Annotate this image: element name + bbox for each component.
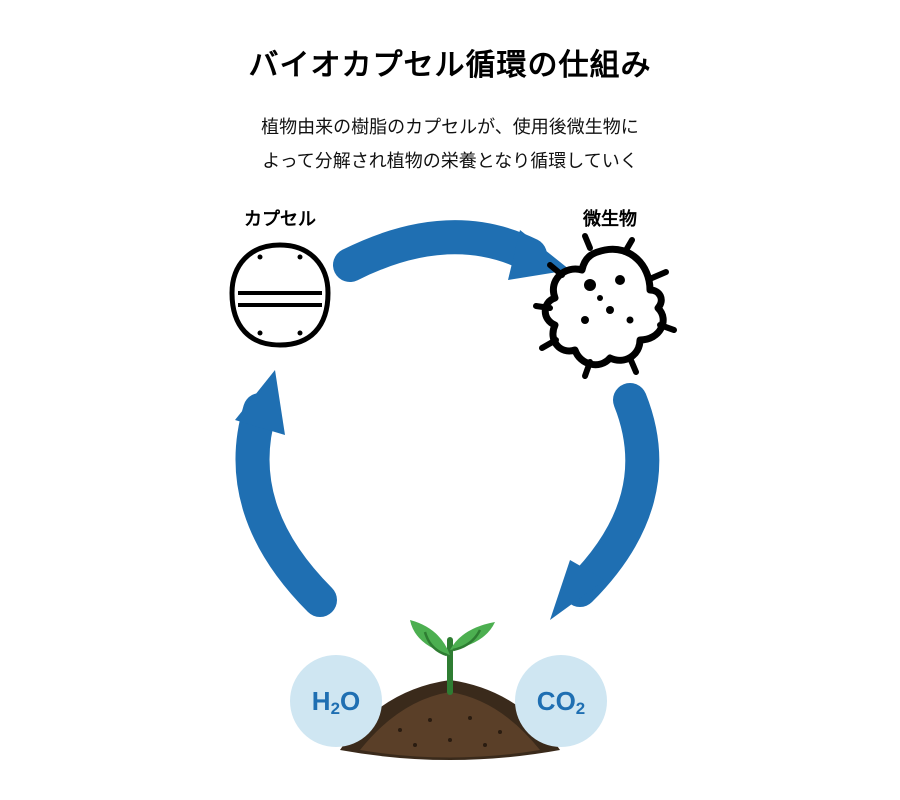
diagram-subtitle: 植物由来の樹脂のカプセルが、使用後微生物に よって分解され植物の栄養となり循環し… [0,110,900,178]
h2o-badge: H2O [290,655,382,747]
subtitle-line2: よって分解され植物の栄養となり循環していく [262,151,637,171]
microbe-icon [530,230,680,380]
arrow-left [235,370,320,600]
cycle-diagram: カプセル 微生物 [150,200,750,760]
h2o-text: H2O [312,686,360,717]
arrow-right [550,400,642,620]
co2-text: CO2 [537,686,585,717]
diagram-title: バイオカプセル循環の仕組み [0,40,900,84]
co2-badge: CO2 [515,655,607,747]
microbe-label: 微生物 [550,205,670,231]
capsule-icon [220,235,340,355]
capsule-label: カプセル [220,205,340,231]
subtitle-line1: 植物由来の樹脂のカプセルが、使用後微生物に [261,117,639,137]
